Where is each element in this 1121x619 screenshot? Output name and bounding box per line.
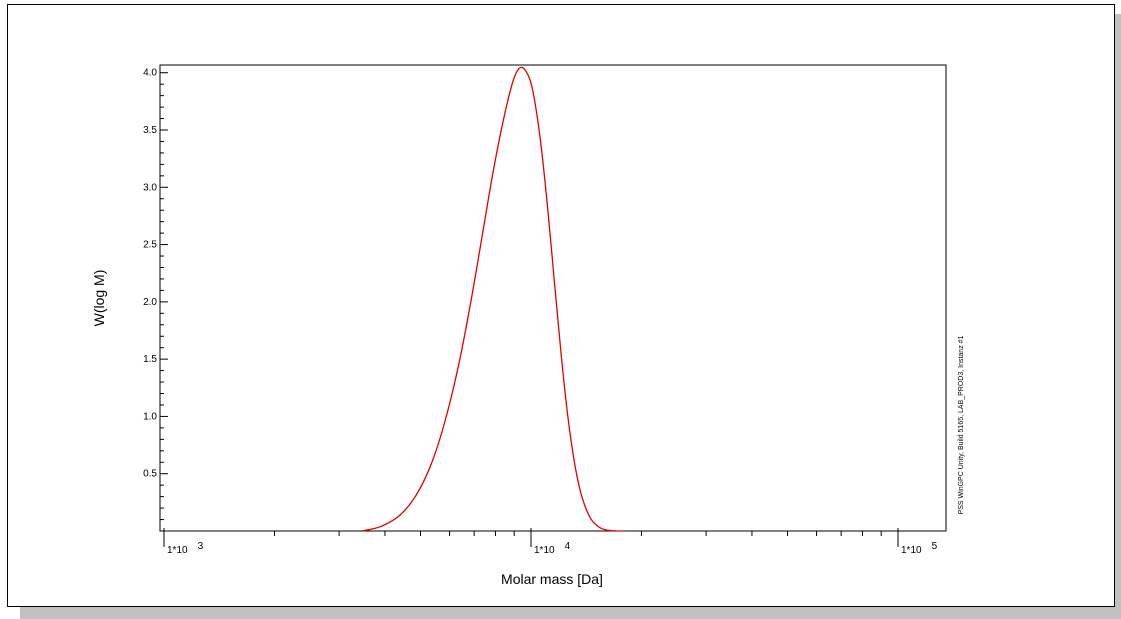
frame-shadow-right [1115,14,1121,619]
x-tick-label: 1*10 5 [901,541,938,556]
y-tick-label: 3.5 [143,125,157,136]
y-axis-ticks: 0.5 1.0 1.5 2.0 2.5 3.0 3.5 4.0 [143,68,168,521]
y-tick-label: 3.0 [143,182,157,193]
distribution-curve [361,66,625,532]
y-tick-label: 2.0 [143,297,157,308]
y-tick-label: 1.5 [143,354,157,365]
y-tick-label: 4.0 [143,68,157,79]
x-axis-ticks: 1*10 3 1*10 4 1*10 5 [163,528,938,556]
x-tick-label: 1*10 4 [534,541,571,556]
chart-frame [7,4,1115,607]
y-tick-label: 0.5 [143,469,157,480]
x-axis-title: Molar mass [Da] [501,571,603,587]
x-tick-label: 1*10 3 [167,541,204,556]
y-tick-label: 1.0 [143,411,157,422]
y-tick-label: 2.5 [143,240,157,251]
y-axis-title: W(log M) [91,270,107,327]
frame-shadow-bottom [20,607,1121,619]
plot-area [159,64,947,532]
software-build-note: PSS WinGPC Unity, Build 5165, LAB_PROD3,… [958,335,965,514]
series-layer [361,66,625,532]
